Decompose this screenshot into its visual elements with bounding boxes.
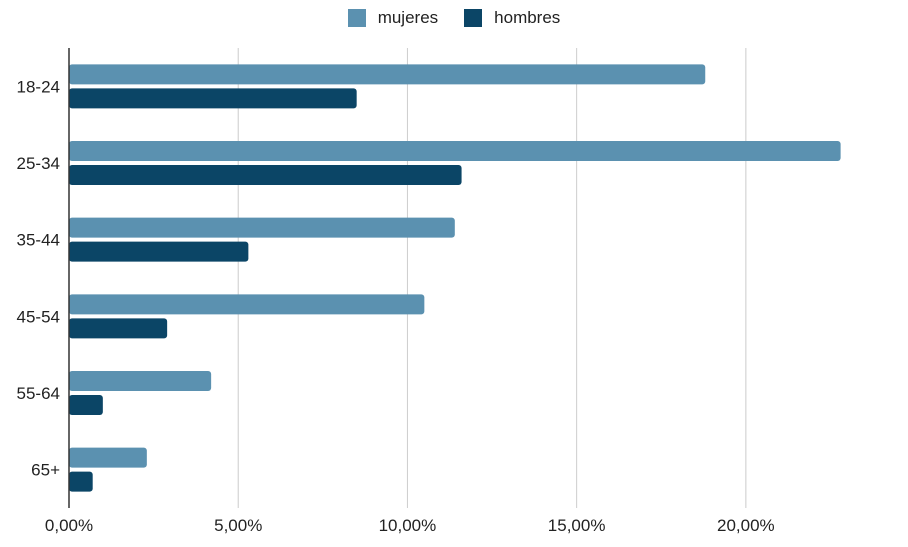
bar-hombres-25-34 <box>69 165 462 185</box>
x-tick-label: 5,00% <box>214 516 262 535</box>
bar-hombres-45-54 <box>69 318 168 339</box>
y-tick-label: 45-54 <box>17 307 60 326</box>
x-tick-label: 20,00% <box>717 516 775 535</box>
legend-swatch-mujeres <box>347 9 366 27</box>
bar-mujeres-45-54 <box>69 294 425 315</box>
x-tick-label: 15,00% <box>548 516 606 535</box>
legend-swatch-hombres <box>464 9 483 27</box>
bar-mujeres-65+ <box>69 447 147 468</box>
bar-mujeres-55-64 <box>69 371 212 391</box>
legend: mujeres hombres <box>0 8 908 28</box>
x-tick-label: 10,00% <box>379 516 437 535</box>
bar-mujeres-18-24 <box>69 64 706 85</box>
y-tick-label: 18-24 <box>17 77 60 96</box>
y-tick-label: 35-44 <box>17 231 60 250</box>
legend-label-mujeres: mujeres <box>377 8 439 27</box>
bar-mujeres-35-44 <box>69 217 455 238</box>
bar-hombres-55-64 <box>69 395 103 415</box>
legend-item-hombres: hombres <box>464 8 560 28</box>
y-tick-label: 55-64 <box>17 384 60 403</box>
bar-hombres-35-44 <box>69 241 249 262</box>
bar-hombres-65+ <box>69 471 93 492</box>
y-tick-label: 65+ <box>31 461 60 480</box>
y-tick-label: 25-34 <box>17 154 60 173</box>
bar-hombres-18-24 <box>69 88 357 109</box>
legend-label-hombres: hombres <box>494 8 561 27</box>
x-tick-label: 0,00% <box>45 516 93 535</box>
bar-mujeres-25-34 <box>69 141 841 161</box>
legend-item-mujeres: mujeres <box>347 8 439 28</box>
